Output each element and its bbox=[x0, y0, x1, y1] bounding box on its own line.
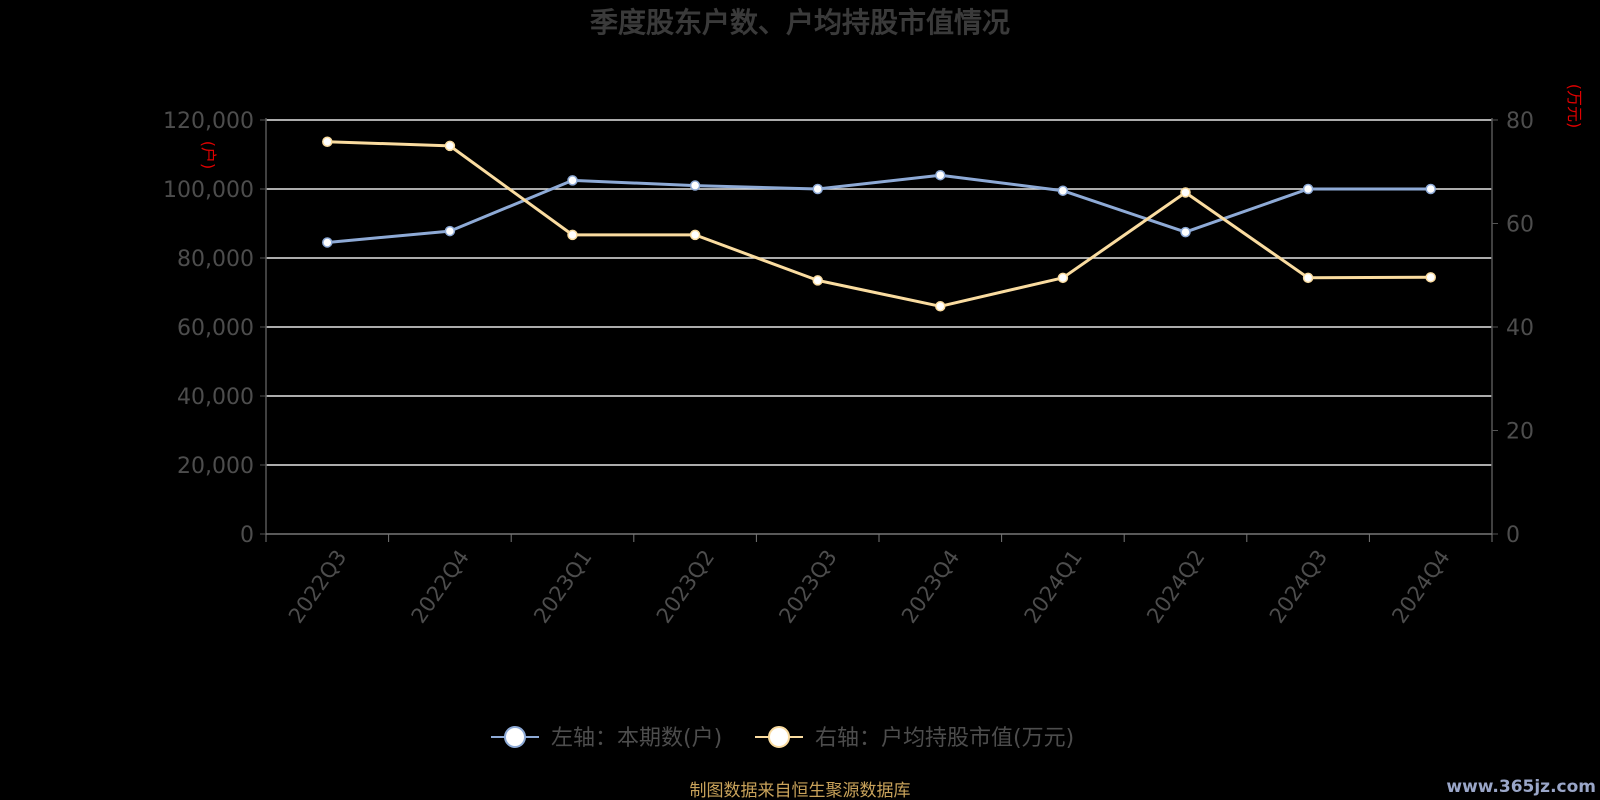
data-point-right[interactable] bbox=[812, 275, 823, 286]
legend: 左轴：本期数(户) 右轴：户均持股市值(万元) bbox=[491, 726, 1074, 751]
right-axis-ticks: 0 20 40 60 80 bbox=[1491, 109, 1534, 548]
data-point-left[interactable] bbox=[689, 180, 701, 191]
left-axis-ticks: 0 20,000 40,000 60,000 80,000 100,000 120,000 bbox=[163, 109, 267, 548]
data-point-right[interactable] bbox=[1425, 272, 1436, 283]
left-tick-label: 100,000 bbox=[163, 178, 254, 203]
data-point-right[interactable] bbox=[322, 136, 333, 147]
x-tick-label: 2024Q1 bbox=[1020, 546, 1087, 628]
series-left bbox=[322, 169, 1436, 248]
x-tick-label: 2023Q4 bbox=[897, 546, 964, 628]
x-tick-label: 2023Q1 bbox=[529, 546, 596, 628]
left-tick-label: 60,000 bbox=[177, 316, 254, 341]
data-point-left[interactable] bbox=[322, 237, 333, 248]
data-point-right[interactable] bbox=[1302, 272, 1314, 284]
data-point-right[interactable] bbox=[1057, 272, 1069, 284]
legend-item-left-series[interactable]: 左轴：本期数(户) bbox=[491, 726, 722, 751]
data-point-left[interactable] bbox=[1180, 226, 1191, 238]
series-right bbox=[322, 136, 1436, 312]
left-axis-unit: (户) bbox=[199, 141, 218, 170]
legend-marker-left-series bbox=[504, 726, 526, 748]
series-line-left bbox=[327, 173, 1431, 244]
data-point-left[interactable] bbox=[935, 169, 946, 181]
right-tick-label: 20 bbox=[1506, 420, 1534, 445]
x-tick-label: 2023Q3 bbox=[774, 546, 841, 628]
left-tick-label: 80,000 bbox=[177, 247, 254, 272]
x-tick-label: 2024Q2 bbox=[1142, 546, 1209, 628]
right-tick-label: 80 bbox=[1506, 109, 1534, 134]
data-point-right[interactable] bbox=[1180, 187, 1191, 198]
series-layer bbox=[322, 136, 1436, 312]
chart-title: 季度股东户数、户均持股市值情况 bbox=[590, 6, 1010, 39]
left-tick-label: 0 bbox=[240, 523, 254, 548]
series-line-right bbox=[327, 140, 1431, 308]
data-point-left[interactable] bbox=[567, 175, 578, 186]
right-tick-label: 0 bbox=[1506, 523, 1520, 548]
right-tick-label: 40 bbox=[1506, 316, 1534, 341]
data-point-right[interactable] bbox=[935, 301, 946, 312]
x-tick-label: 2023Q2 bbox=[652, 546, 719, 628]
data-point-left[interactable] bbox=[1302, 183, 1314, 195]
right-tick-label: 60 bbox=[1506, 213, 1534, 238]
grid-lines bbox=[266, 119, 1492, 466]
x-tick-label: 2024Q3 bbox=[1265, 546, 1332, 628]
legend-label-right-series: 右轴：户均持股市值(万元) bbox=[815, 726, 1074, 751]
x-axis-ticks: 2022Q3 2022Q4 2023Q1 2023Q2 2023Q3 2023Q4 2024… bbox=[265, 533, 1493, 628]
data-point-left[interactable] bbox=[1057, 185, 1069, 196]
x-tick-label: 2022Q4 bbox=[407, 546, 474, 628]
data-point-right[interactable] bbox=[567, 229, 578, 241]
x-tick-label: 2022Q3 bbox=[284, 546, 351, 628]
data-source-note: 制图数据来自恒生聚源数据库 bbox=[690, 781, 911, 800]
x-tick-label: 2024Q4 bbox=[1387, 546, 1454, 628]
data-point-right[interactable] bbox=[689, 229, 701, 241]
data-point-left[interactable] bbox=[444, 225, 456, 237]
left-tick-label: 40,000 bbox=[177, 385, 254, 410]
legend-marker-right-series bbox=[768, 726, 790, 748]
right-axis-unit: (万元) bbox=[1565, 84, 1584, 129]
left-tick-label: 120,000 bbox=[163, 109, 254, 134]
data-point-right[interactable] bbox=[444, 140, 456, 152]
data-point-left[interactable] bbox=[1425, 183, 1436, 195]
left-tick-label: 20,000 bbox=[177, 454, 254, 479]
watermark: www.365jz.com bbox=[1446, 777, 1596, 797]
legend-item-right-series[interactable]: 右轴：户均持股市值(万元) bbox=[755, 726, 1074, 751]
legend-label-left-series: 左轴：本期数(户) bbox=[551, 726, 722, 751]
data-point-left[interactable] bbox=[812, 183, 823, 195]
